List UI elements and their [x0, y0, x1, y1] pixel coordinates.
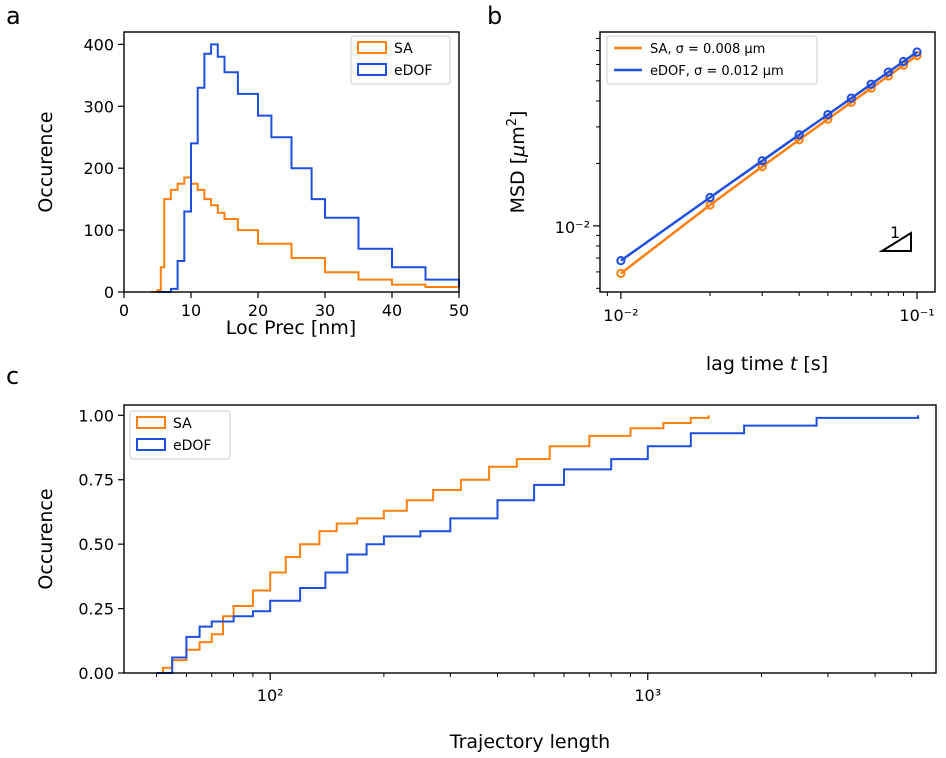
- plot-frame-c: [123, 404, 937, 674]
- x-axis-label-b: lag time t [s]: [706, 353, 828, 375]
- legend-swatch-edof: [136, 438, 166, 451]
- slope-triangle: 1: [878, 223, 912, 252]
- y-tick-label: 1.00: [78, 406, 114, 425]
- x-tick-label: 40: [382, 301, 402, 320]
- x-tick-label: 30: [315, 301, 335, 320]
- legend-label-edof: eDOF: [394, 63, 432, 79]
- legend-a: SA eDOF: [350, 35, 451, 85]
- x-label-unit: [s]: [797, 353, 828, 375]
- legend-label-sa: SA: [394, 41, 413, 57]
- y-label-exp: 2: [505, 118, 520, 126]
- msd-point-edof: [616, 256, 626, 266]
- plot-frame-a: [123, 31, 460, 293]
- x-axis-label-a: Loc Prec [nm]: [226, 317, 356, 339]
- x-tick-label: 0: [119, 301, 129, 320]
- msd-point-edof: [823, 109, 833, 120]
- cdf-panel-c: 10² 10³ 0.00 0.25 0.50 0.75 1.00 Trajectory le…: [35, 404, 937, 753]
- y-label-close: ]: [507, 111, 529, 118]
- tick-group-c: 10² 10³ 0.00 0.25 0.50 0.75 1.00: [78, 406, 913, 705]
- x-tick-label: 10⁻²: [603, 306, 638, 325]
- msd-point-sa: [757, 162, 767, 172]
- msd-line-edof: [620, 50, 918, 262]
- slope-triangle-shape: [878, 231, 912, 252]
- slope-label: 1: [890, 223, 900, 242]
- cdf-line-edof: [156, 415, 920, 674]
- histogram-line-edof: [157, 43, 460, 293]
- legend-label-sa: SA, σ = 0.008 μm: [650, 42, 765, 57]
- y-tick-label: 300: [83, 97, 114, 116]
- x-label-var: t: [790, 353, 799, 375]
- legend-swatch-sa: [136, 416, 166, 429]
- legend-label-sa: SA: [173, 416, 192, 432]
- msd-point-edof: [898, 56, 909, 67]
- y-tick-label: 0.50: [78, 535, 114, 554]
- panel-label-c: c: [6, 362, 19, 390]
- x-tick-label: 50: [449, 301, 469, 320]
- msd-point-edof: [705, 192, 715, 203]
- y-label-m: m: [507, 126, 529, 145]
- y-tick-label: 0.00: [78, 664, 114, 683]
- msd-point-edof: [757, 156, 767, 166]
- panel-label-a: a: [6, 2, 21, 30]
- cdf-line-sa: [156, 415, 710, 674]
- msd-series-group: [616, 47, 922, 279]
- tick-group-b: 10⁻² 10⁻¹ 10⁻²: [555, 38, 935, 325]
- legend-box: [350, 35, 451, 85]
- msd-point-edof: [866, 79, 876, 89]
- histogram-line-sa: [150, 176, 460, 293]
- msd-line-sa: [620, 54, 918, 275]
- x-tick-label: 10²: [257, 686, 284, 705]
- msd-point-edof: [794, 130, 804, 140]
- histogram-panel-a: 0 10 20 30 40 50 0 100 200 300 400 Loc Prec [nm] O…: [35, 31, 469, 339]
- x-axis-label-c: Trajectory length: [449, 731, 610, 753]
- msd-point-sa: [616, 268, 626, 279]
- x-tick-label: 10: [181, 301, 201, 320]
- y-tick-label: 0.75: [78, 471, 114, 490]
- y-tick-label: 0.25: [78, 600, 114, 619]
- y-label-part: MSD [: [507, 157, 529, 214]
- legend-box: [606, 35, 818, 85]
- y-tick-label: 200: [83, 159, 114, 178]
- y-label-mu: μ: [507, 145, 529, 158]
- y-tick-label: 100: [83, 221, 114, 240]
- y-axis-label-b: MSD [μm2]: [505, 111, 529, 214]
- legend-swatch-edof: [357, 63, 387, 76]
- x-tick-label: 10⁻¹: [899, 306, 934, 325]
- y-tick-label: 0: [104, 283, 114, 302]
- legend-c: SA eDOF: [129, 410, 231, 460]
- legend-label-edof: eDOF: [173, 438, 211, 454]
- legend-label-edof: eDOF, σ = 0.012 μm: [650, 64, 784, 79]
- legend-b: SA, σ = 0.008 μm eDOF, σ = 0.012 μm: [606, 35, 818, 85]
- histogram-series-group: [150, 43, 460, 293]
- tick-group-a: 0 10 20 30 40 50 0 100 200 300 400: [83, 35, 469, 320]
- plot-frame-b: [599, 31, 936, 293]
- y-tick-label: 400: [83, 35, 114, 54]
- legend-swatch-sa: [357, 41, 387, 54]
- x-tick-label: 10³: [634, 686, 661, 705]
- y-axis-label-c: Occurence: [35, 488, 57, 589]
- panel-label-b: b: [487, 2, 502, 30]
- msd-panel-b: 10⁻² 10⁻¹10⁻² lag time t [s] MSD [μm2] 1 …: [505, 31, 936, 375]
- msd-point-edof: [846, 93, 856, 103]
- msd-point-edof: [883, 67, 893, 77]
- msd-point-edof: [912, 47, 922, 57]
- legend-box: [129, 410, 231, 460]
- cdf-series-group: [156, 415, 920, 674]
- y-axis-label-a: Occurence: [35, 111, 57, 212]
- x-label-part: lag time: [706, 353, 790, 375]
- x-tick-label: 20: [248, 301, 268, 320]
- y-tick-label: 10⁻²: [555, 218, 590, 237]
